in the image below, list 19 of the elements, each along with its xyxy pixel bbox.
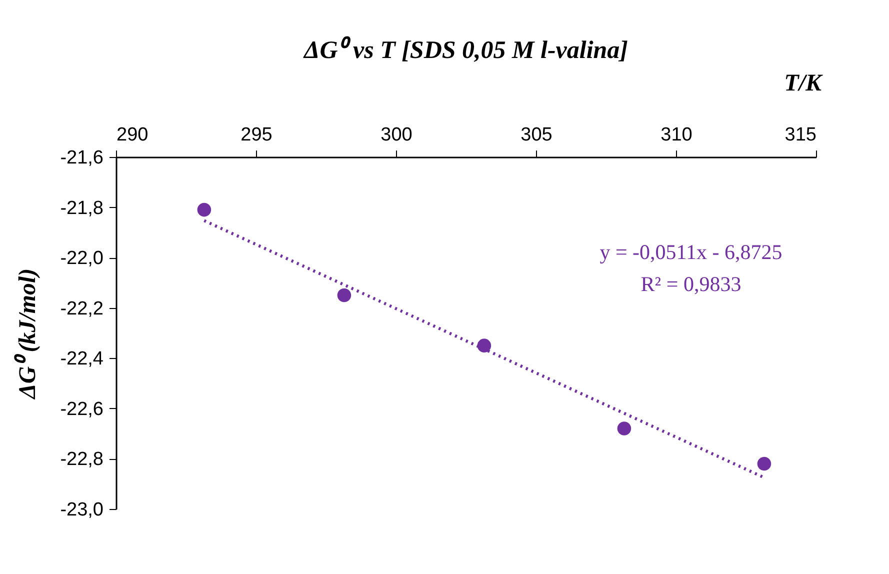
x-axis-title: T/K: [784, 70, 824, 96]
y-tick-label: -22,6: [60, 398, 104, 420]
x-tick-label: 300: [380, 124, 412, 146]
y-tick-label: -22,2: [60, 298, 104, 320]
y-tick-label: -21,6: [60, 148, 104, 168]
y-tick-label: -23,0: [60, 500, 104, 520]
y-tick-label: -22,8: [60, 449, 104, 470]
annotation: y = -0,0511x - 6,8725: [600, 240, 782, 264]
x-tick-label: 310: [660, 124, 692, 146]
y-tick-label: -21,8: [60, 198, 104, 219]
y-tick-label: -22,0: [60, 248, 104, 270]
y-axis-title: ΔG⁰ (kJ/mol): [14, 268, 42, 400]
x-tick-label: 290: [116, 124, 148, 146]
x-tick-label: 305: [520, 124, 552, 146]
y-tick-label: -22,4: [60, 348, 104, 370]
x-tick-label: 295: [240, 124, 272, 146]
annotation: R² = 0,9833: [640, 272, 742, 296]
x-tick-label: 315: [784, 124, 816, 146]
chart-title: ΔG⁰ vs T [SDS 0,05 M l-valina]: [303, 36, 628, 64]
